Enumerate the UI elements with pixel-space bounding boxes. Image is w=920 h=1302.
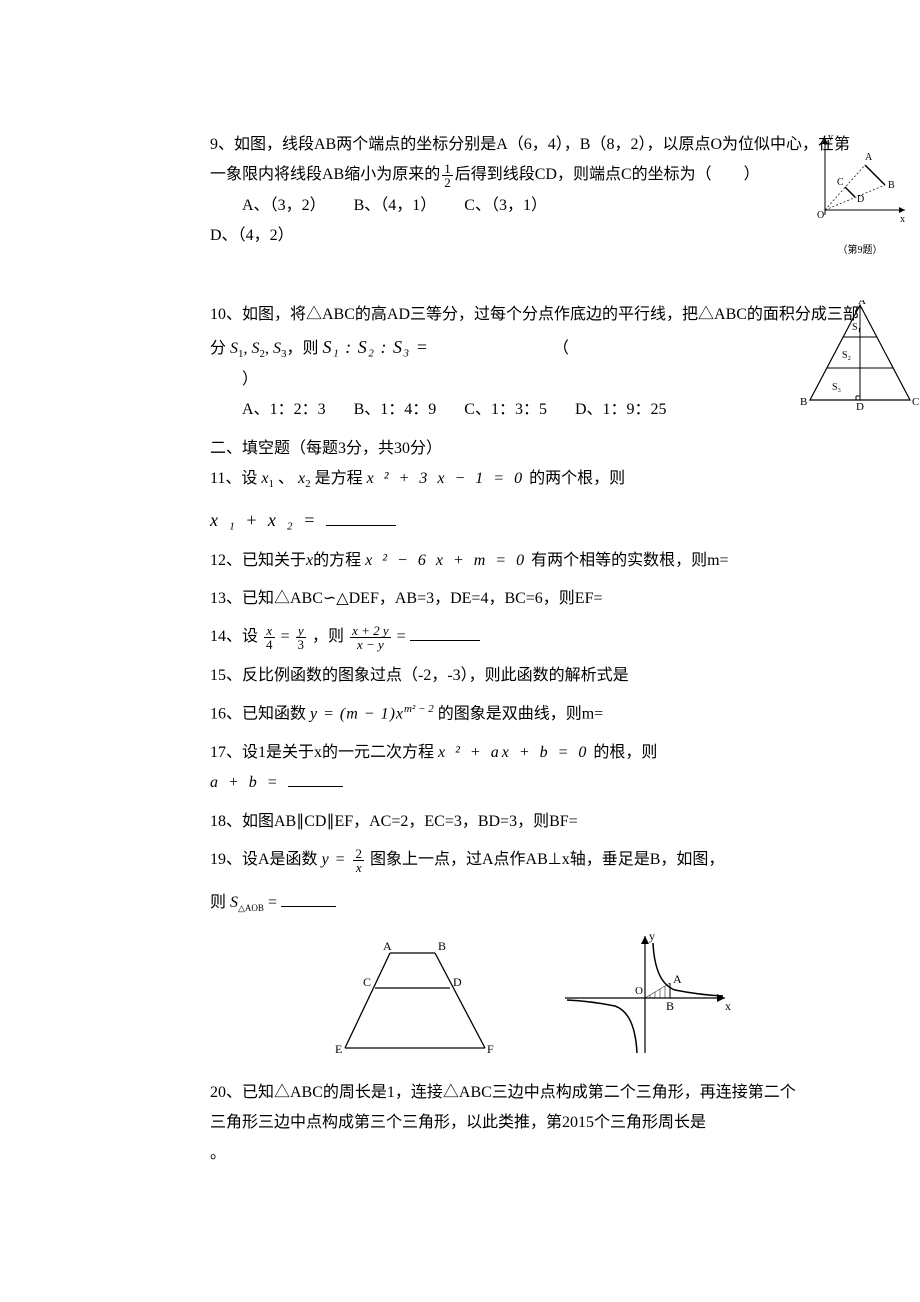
problem-20: 20、已知△ABC的周长是1，连接△ABC三边中点构成第二个三角形，再连接第二个… xyxy=(210,1078,860,1169)
svg-text:O: O xyxy=(817,210,824,221)
p10-optA: A、1：2：3 xyxy=(242,395,326,425)
problem-15: 15、反比例函数的图象过点（-2，-3），则此函数的解析式是 xyxy=(210,661,860,691)
p17-blank xyxy=(288,773,343,787)
svg-text:S₃: S₃ xyxy=(832,382,841,393)
fig9-container: O y x A B C D （第9题） xyxy=(810,130,910,260)
problem-10: 10、如图，将△ABC的高AD三等分，过每个分点作底边的平行线，把△ABC的面积… xyxy=(210,300,860,426)
p11-blank xyxy=(326,512,396,526)
svg-text:A: A xyxy=(383,939,392,953)
p19-answer-row: 则 S△AOB = xyxy=(210,888,860,918)
problem-9: 9、如图，线段AB两个端点的坐标分别是A（6，4），B（8，2），以原点O为位似… xyxy=(210,130,860,252)
section-2-title: 二、填空题（每题3分，共30分） xyxy=(210,434,860,464)
svg-text:A: A xyxy=(865,152,873,163)
problem-16: 16、已知函数 y = (m − 1)xm² − 2 的图象是双曲线，则m= xyxy=(210,699,860,730)
svg-text:y: y xyxy=(649,929,655,943)
p10-optD: D、1：9：25 xyxy=(575,395,667,425)
p10-optB: B、1：4：9 xyxy=(354,395,437,425)
svg-text:D: D xyxy=(857,194,864,205)
p9-optD-row: D、（4，2） xyxy=(210,221,860,251)
p10-optC: C、1：3：5 xyxy=(464,395,547,425)
p11-answer: x ₁ + x ₂ = xyxy=(210,503,860,537)
fig9-svg: O y x A B C D xyxy=(810,130,910,230)
fig9-caption: （第9题） xyxy=(810,241,910,260)
svg-text:E: E xyxy=(335,1042,342,1056)
p10-options: A、1：2：3 B、1：4：9 C、1：3：5 D、1：9：25 xyxy=(242,395,860,425)
problem-13: 13、已知△ABC∽△DEF，AB=3，DE=4，BC=6，则EF= xyxy=(210,584,860,614)
p14-frac2: x + 2 yx − y xyxy=(350,624,391,651)
svg-text:y: y xyxy=(828,132,833,143)
svg-text:B: B xyxy=(438,939,446,953)
p9-frac: 12 xyxy=(442,162,453,189)
svg-text:A: A xyxy=(673,972,682,986)
p14-frac1r: y3 xyxy=(296,624,307,651)
svg-text:D: D xyxy=(453,975,462,989)
svg-text:A: A xyxy=(858,300,866,307)
svg-text:B: B xyxy=(888,180,895,191)
problem-11: 11、设 x1 、 x2 是方程 x ² + 3 x − 1 = 0 的两个根，… xyxy=(210,464,860,537)
figures-row: A B C D E F y x O A B xyxy=(210,928,860,1058)
problem-19: 19、设A是函数 y = 2x 图象上一点，过A点作AB⊥x轴，垂足是B，如图，… xyxy=(210,845,860,918)
p9-text-after: 后得到线段CD，则端点C的坐标为（ ） xyxy=(455,166,760,183)
fig18-svg: A B C D E F xyxy=(335,938,495,1058)
p19-frac: 2x xyxy=(353,847,364,874)
problem-12: 12、已知关于x的方程 x ² − 6 x + m = 0 有两个相等的实数根，… xyxy=(210,546,860,576)
svg-text:F: F xyxy=(487,1042,494,1056)
p14-frac1l: x4 xyxy=(264,624,275,651)
svg-text:C: C xyxy=(837,177,844,188)
svg-text:D: D xyxy=(856,401,864,410)
p17-answer: a + b = xyxy=(210,768,860,798)
fig19-svg: y x O A B xyxy=(555,928,735,1058)
p9-optC: C、（3，1） xyxy=(464,191,547,221)
p19-blank xyxy=(281,893,336,907)
svg-text:S₁: S₁ xyxy=(852,322,861,333)
p9-options: A、（3，2） B、（4，1） C、（3，1） xyxy=(242,191,860,221)
p9-optB: B、（4，1） xyxy=(354,191,437,221)
p14-blank xyxy=(410,627,480,641)
problem-14: 14、设 x4 = y3 ，则 x + 2 yx − y = xyxy=(210,622,860,652)
svg-text:x: x xyxy=(900,214,905,225)
problem-17: 17、设1是关于x的一元二次方程 x ² + ax + b = 0 的根，则 a… xyxy=(210,738,860,799)
svg-text:x: x xyxy=(725,999,731,1013)
svg-text:C: C xyxy=(912,396,919,408)
svg-text:S₂: S₂ xyxy=(842,350,851,361)
svg-text:B: B xyxy=(800,396,807,408)
svg-text:O: O xyxy=(635,985,643,997)
svg-text:B: B xyxy=(666,999,674,1013)
svg-text:C: C xyxy=(363,975,371,989)
problem-18: 18、如图AB∥CD∥EF，AC=2，EC=3，BD=3，则BF= xyxy=(210,807,860,837)
fig10-container: A B C D S₁ S₂ S₃ xyxy=(800,300,920,421)
p9-optA: A、（3，2） xyxy=(242,191,326,221)
fig10-svg: A B C D S₁ S₂ S₃ xyxy=(800,300,920,410)
